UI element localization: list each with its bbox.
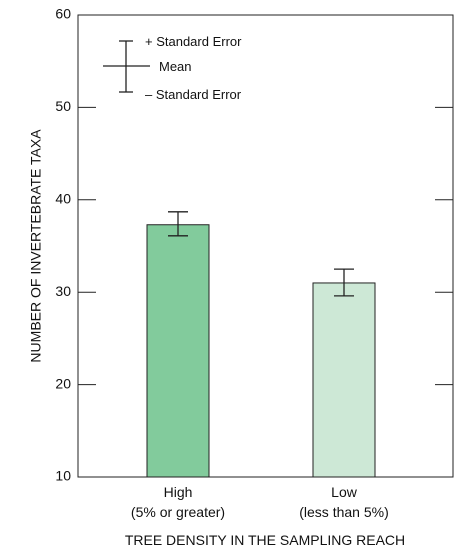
- bar: [312, 282, 376, 478]
- legend-lower-label: – Standard Error: [145, 87, 242, 102]
- legend-mean-label: Mean: [159, 59, 192, 74]
- y-tick-label: 30: [55, 283, 71, 299]
- category-sublabel: (5% or greater): [131, 504, 225, 520]
- plot-frame: [77, 14, 454, 478]
- x-axis-title: TREE DENSITY IN THE SAMPLING REACH: [125, 532, 405, 548]
- category-label: Low: [331, 484, 358, 500]
- y-tick-label: 40: [55, 191, 71, 207]
- y-axis-title: NUMBER OF INVERTEBRATE TAXA: [28, 129, 44, 363]
- y-tick-label: 60: [55, 6, 71, 22]
- y-ticks: 10 20 30 40 50 60: [55, 6, 453, 484]
- legend-upper-label: + Standard Error: [145, 34, 242, 49]
- y-tick-label: 10: [55, 468, 71, 484]
- category-label: High: [164, 484, 193, 500]
- error-bars: [168, 211, 354, 297]
- category-labels: High (5% or greater) Low (less than 5%): [131, 484, 389, 520]
- legend: + Standard Error Mean – Standard Error: [103, 34, 242, 102]
- bars: [146, 224, 376, 478]
- bar: [146, 224, 210, 478]
- y-tick-label: 20: [55, 375, 71, 391]
- category-sublabel: (less than 5%): [299, 504, 388, 520]
- y-tick-label: 50: [55, 98, 71, 114]
